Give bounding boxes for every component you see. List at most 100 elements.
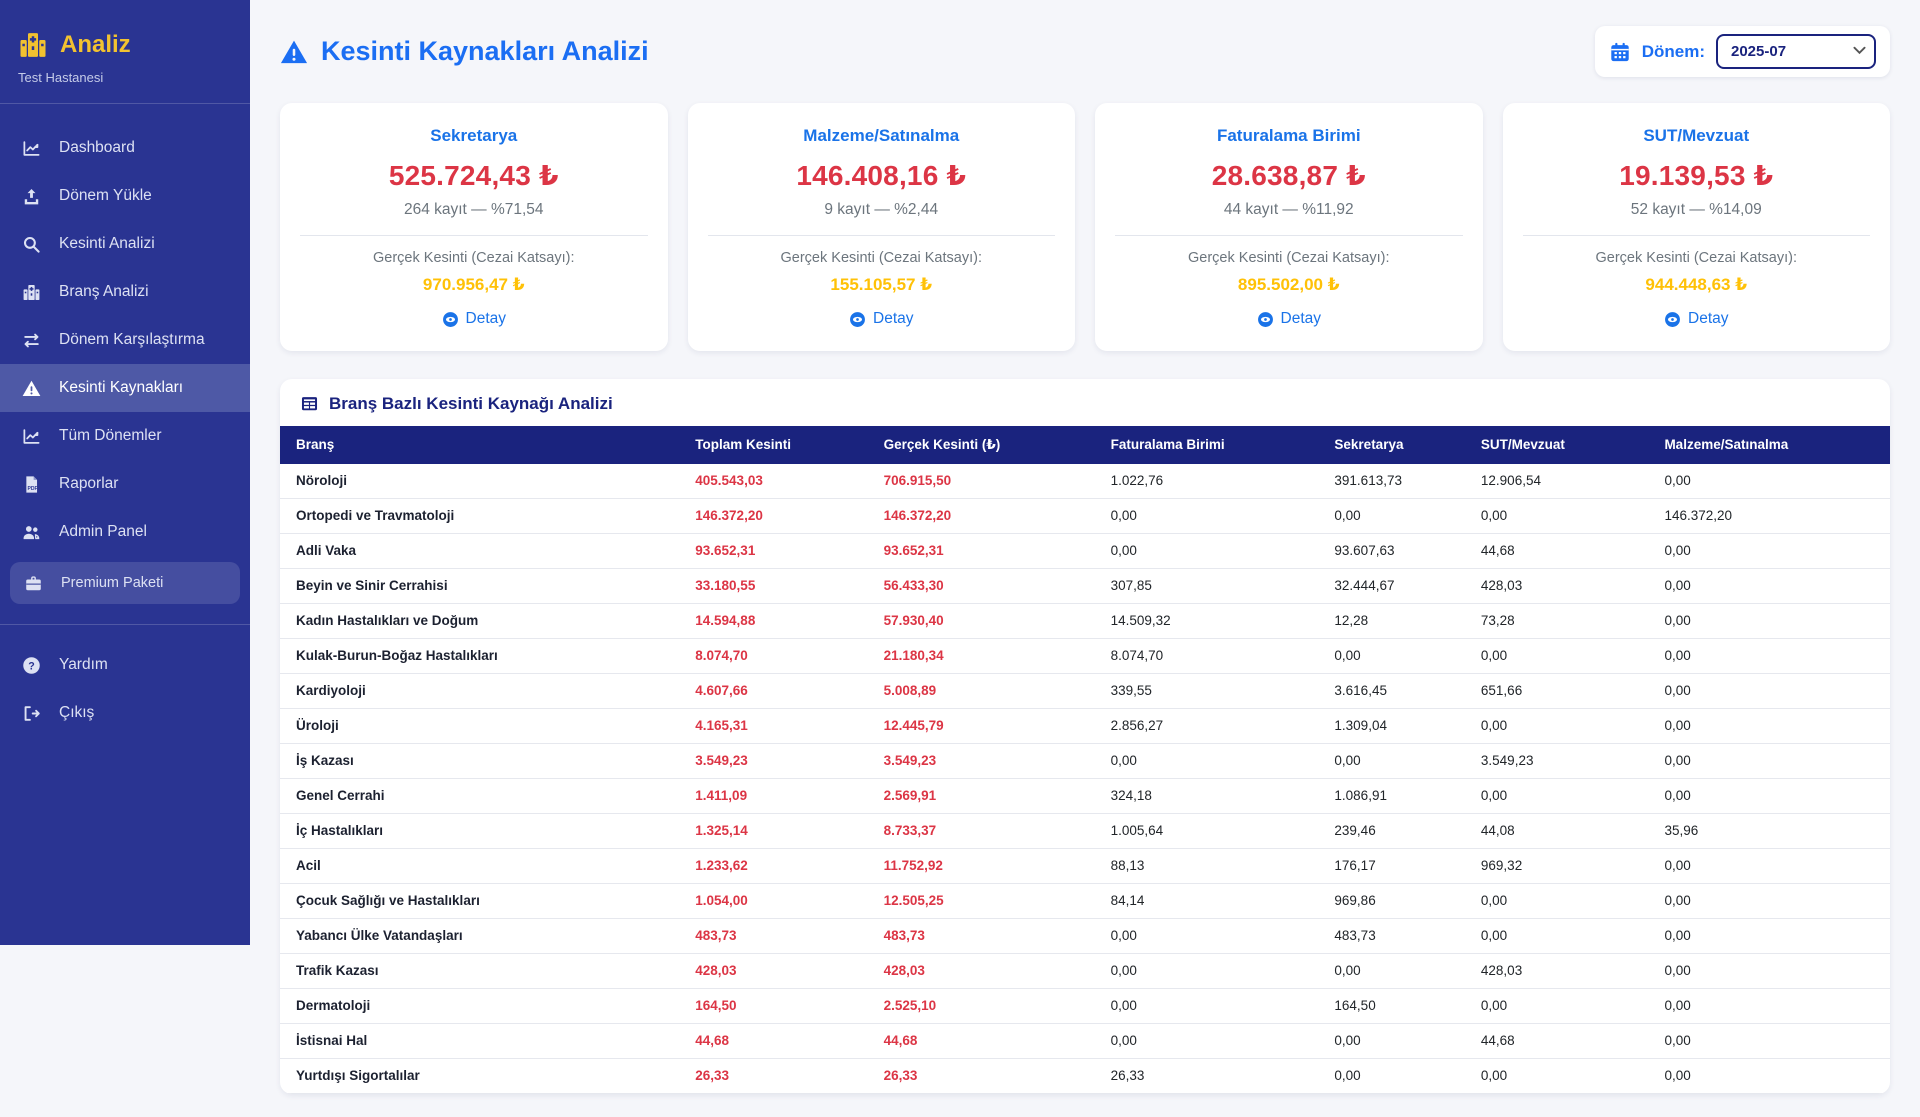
malzeme-satinalma-cell: 0,00 — [1648, 464, 1890, 499]
sekretarya-cell: 32.444,67 — [1318, 568, 1465, 603]
sidebar-item-dashboard[interactable]: Dashboard — [0, 124, 250, 172]
eye-icon — [1664, 311, 1681, 328]
svg-text:?: ? — [28, 660, 35, 672]
question-icon: ? — [20, 656, 42, 675]
card-title: SUT/Mevzuat — [1523, 126, 1871, 146]
sidebar-item-cikis[interactable]: Çıkış — [0, 689, 250, 737]
detay-link[interactable]: Detay — [849, 310, 914, 328]
branch-name-cell: Beyin ve Sinir Cerrahisi — [280, 568, 679, 603]
gercek-kesinti-cell: 21.180,34 — [868, 638, 1095, 673]
sidebar-item-kesinti-analizi[interactable]: Kesinti Analizi — [0, 220, 250, 268]
card-title: Malzeme/Satınalma — [708, 126, 1056, 146]
period-selector-card: Dönem: 2025-07 — [1595, 26, 1890, 77]
toplam-kesinti-cell: 1.411,09 — [679, 778, 867, 813]
gercek-kesinti-cell: 706.915,50 — [868, 464, 1095, 499]
malzeme-satinalma-cell: 0,00 — [1648, 743, 1890, 778]
sekretarya-cell: 0,00 — [1318, 498, 1465, 533]
sut-mevzuat-cell: 0,00 — [1465, 708, 1649, 743]
detay-label: Detay — [466, 310, 507, 328]
branch-table-panel: Branş Bazlı Kesinti Kaynağı Analizi Bran… — [280, 379, 1890, 1094]
sut-mevzuat-cell: 969,32 — [1465, 848, 1649, 883]
sekretarya-cell: 239,46 — [1318, 813, 1465, 848]
malzeme-satinalma-cell: 0,00 — [1648, 603, 1890, 638]
sidebar-item-label: Çıkış — [59, 704, 94, 722]
table-row: Genel Cerrahi 1.411,09 2.569,91 324,18 1… — [280, 778, 1890, 813]
table-row: Acil 1.233,62 11.752,92 88,13 176,17 969… — [280, 848, 1890, 883]
sidebar-item-label: Tüm Dönemler — [59, 427, 162, 445]
gercek-kesinti-cell: 8.733,37 — [868, 813, 1095, 848]
sidebar-item-tum-donemler[interactable]: Tüm Dönemler — [0, 412, 250, 460]
sidebar-item-admin-panel[interactable]: Admin Panel — [0, 508, 250, 556]
card-title: Faturalama Birimi — [1115, 126, 1463, 146]
sekretarya-cell: 0,00 — [1318, 743, 1465, 778]
sidebar-item-donem-karsilastirma[interactable]: Dönem Karşılaştırma — [0, 316, 250, 364]
table-row: Üroloji 4.165,31 12.445,79 2.856,27 1.30… — [280, 708, 1890, 743]
sidebar-item-label: Kesinti Analizi — [59, 235, 155, 253]
gercek-kesinti-cell: 12.445,79 — [868, 708, 1095, 743]
sut-mevzuat-cell: 12.906,54 — [1465, 464, 1649, 499]
table-row: Yurtdışı Sigortalılar 26,33 26,33 26,33 … — [280, 1058, 1890, 1093]
detay-label: Detay — [873, 310, 914, 328]
sidebar-item-label: Admin Panel — [59, 523, 147, 541]
sidebar-item-label: Branş Analizi — [59, 283, 149, 301]
box-icon — [22, 574, 44, 593]
sidebar-item-yardim[interactable]: ? Yardım — [0, 641, 250, 689]
card-faturalama-birimi: Faturalama Birimi 28.638,87 ₺ 44 kayıt —… — [1095, 103, 1483, 351]
sut-mevzuat-cell: 0,00 — [1465, 988, 1649, 1023]
sidebar-item-premium-paketi[interactable]: Premium Paketi — [10, 562, 240, 604]
gercek-kesinti-cell: 146.372,20 — [868, 498, 1095, 533]
logout-icon — [20, 704, 42, 723]
branch-name-cell: Acil — [280, 848, 679, 883]
sidebar-item-brans-analizi[interactable]: Branş Analizi — [0, 268, 250, 316]
gercek-kesinti-cell: 44,68 — [868, 1023, 1095, 1058]
sidebar-item-donem-yukle[interactable]: Dönem Yükle — [0, 172, 250, 220]
sekretarya-cell: 176,17 — [1318, 848, 1465, 883]
faturalama-birimi-cell: 0,00 — [1095, 743, 1319, 778]
sut-mevzuat-cell: 0,00 — [1465, 498, 1649, 533]
sut-mevzuat-cell: 428,03 — [1465, 568, 1649, 603]
faturalama-birimi-cell: 8.074,70 — [1095, 638, 1319, 673]
panel-title: Branş Bazlı Kesinti Kaynağı Analizi — [280, 379, 1890, 426]
table-row: Dermatoloji 164,50 2.525,10 0,00 164,50 … — [280, 988, 1890, 1023]
sut-mevzuat-cell: 0,00 — [1465, 883, 1649, 918]
toplam-kesinti-cell: 164,50 — [679, 988, 867, 1023]
svg-text:PDF: PDF — [27, 486, 37, 492]
detay-link[interactable]: Detay — [1257, 310, 1322, 328]
faturalama-birimi-cell: 84,14 — [1095, 883, 1319, 918]
faturalama-birimi-cell: 339,55 — [1095, 673, 1319, 708]
faturalama-birimi-cell: 0,00 — [1095, 498, 1319, 533]
sidebar-item-label: Yardım — [59, 656, 108, 674]
toplam-kesinti-cell: 146.372,20 — [679, 498, 867, 533]
detay-link[interactable]: Detay — [1664, 310, 1729, 328]
gercek-kesinti-cell: 2.569,91 — [868, 778, 1095, 813]
malzeme-satinalma-cell: 0,00 — [1648, 1058, 1890, 1093]
detay-label: Detay — [1281, 310, 1322, 328]
faturalama-birimi-cell: 0,00 — [1095, 533, 1319, 568]
brand: Analiz — [0, 0, 250, 64]
eye-icon — [1257, 311, 1274, 328]
faturalama-birimi-cell: 307,85 — [1095, 568, 1319, 603]
col-toplam-kesinti: Toplam Kesinti — [679, 426, 867, 464]
sidebar-item-label: Premium Paketi — [61, 575, 163, 591]
file-pdf-icon: PDF — [20, 475, 42, 494]
toplam-kesinti-cell: 483,73 — [679, 918, 867, 953]
period-select[interactable]: 2025-07 — [1716, 34, 1876, 69]
col-sut-mevzuat: SUT/Mevzuat — [1465, 426, 1649, 464]
sidebar-item-kesinti-kaynaklari[interactable]: Kesinti Kaynakları — [0, 364, 250, 412]
detay-link[interactable]: Detay — [442, 310, 507, 328]
sekretarya-cell: 391.613,73 — [1318, 464, 1465, 499]
toplam-kesinti-cell: 3.549,23 — [679, 743, 867, 778]
sidebar-item-raporlar[interactable]: PDF Raporlar — [0, 460, 250, 508]
malzeme-satinalma-cell: 0,00 — [1648, 883, 1890, 918]
search-icon — [20, 235, 42, 254]
faturalama-birimi-cell: 1.005,64 — [1095, 813, 1319, 848]
faturalama-birimi-cell: 1.022,76 — [1095, 464, 1319, 499]
faturalama-birimi-cell: 14.509,32 — [1095, 603, 1319, 638]
users-icon — [20, 523, 42, 542]
card-amount: 28.638,87 ₺ — [1115, 159, 1463, 192]
toplam-kesinti-cell: 14.594,88 — [679, 603, 867, 638]
card-meta: 9 kayıt — %2,44 — [708, 201, 1056, 219]
branch-name-cell: Çocuk Sağlığı ve Hastalıkları — [280, 883, 679, 918]
table-row: Beyin ve Sinir Cerrahisi 33.180,55 56.43… — [280, 568, 1890, 603]
card-real-kesinti-label: Gerçek Kesinti (Cezai Katsayı): — [300, 250, 648, 266]
